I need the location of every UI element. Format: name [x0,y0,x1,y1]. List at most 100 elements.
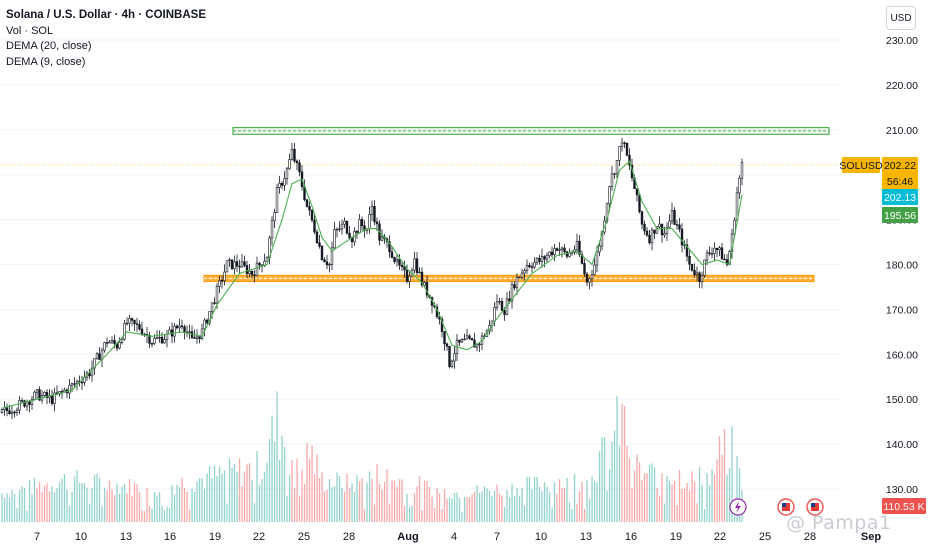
x-tick-label: 13 [580,531,592,543]
volume-bar [36,487,38,522]
candle-body [608,186,611,205]
price-tag-box [882,173,918,189]
volume-bar [293,487,296,522]
volume-bar [23,487,26,522]
candle-body [653,229,656,234]
volume-bar [521,487,523,522]
candles[interactable] [0,137,744,420]
candle-body [475,344,479,348]
candle-body [325,261,329,266]
x-tick-label: 28 [343,531,355,543]
candle-body [640,211,644,225]
symbol-tag-label-box [842,157,880,173]
candle-body [675,224,679,226]
candle-body [208,311,211,324]
volume-bar [351,483,353,522]
price-tag-value: 202.13 [884,192,916,204]
volume-bar [496,484,498,522]
volume-bar [368,471,371,522]
x-tick-label: 10 [75,531,87,543]
candle-body [648,234,651,244]
volume-bar [353,491,356,522]
candle-body [68,384,71,394]
candle-body [50,395,54,404]
volume-bar [111,489,113,522]
candle-body [533,261,536,268]
volume-bar [518,495,521,522]
price-tag-value: 56:46 [887,176,913,188]
x-tick-label: 7 [34,531,40,543]
volume-bar [501,495,503,522]
y-tick-label: 210.00 [886,125,918,137]
candle-body [148,334,151,344]
volume-bar [283,446,286,522]
candle-body [308,206,311,211]
volume-bar [333,486,336,522]
candle-body [535,257,539,263]
candle-body [330,247,334,265]
y-tick-label: 220.00 [886,80,918,92]
volume-bar [113,495,116,522]
volume-bar [118,493,121,522]
candle-body [198,336,201,339]
event-icons[interactable] [729,498,824,516]
volume-bar [6,493,8,522]
legend-dema-20[interactable]: DEMA (20, close) [6,40,92,52]
candle-body [218,280,221,287]
volume-bar [533,476,536,522]
candle-body [43,392,46,396]
volume-bar [656,487,658,522]
volume-bar [698,467,701,522]
legend-volume[interactable]: Vol · SOL [6,24,54,37]
candle-body [613,173,616,175]
candle-body [635,188,639,196]
candle-body [598,245,601,253]
volume-bar [723,428,726,522]
volume-bar [371,478,373,522]
volume-bar [271,415,273,522]
symbol-title[interactable]: Solana / U.S. Dollar · 4h · COINBASE [6,9,207,21]
candle-body [388,241,391,253]
volume-bar [183,487,186,522]
price-tag-box [882,207,918,223]
volume-bar [93,474,96,522]
candle-body [370,206,374,215]
volume-bar [13,493,16,522]
volume-bar [233,464,236,522]
candle-body [188,331,191,333]
volume-bar [218,466,221,522]
volume-bar [166,506,168,522]
legend-dema-9[interactable]: DEMA (9, close) [6,55,86,68]
price-tag-value: 202.22 [884,160,916,172]
candle-body [643,223,646,232]
candle-body [658,223,661,228]
volume-bar [238,458,241,522]
candle-body [698,272,701,283]
volume-bar [468,497,471,522]
price-tag-value: 195.56 [884,210,916,222]
candle-body [530,266,534,268]
candle-body [318,242,321,247]
candle-body [95,353,99,359]
candle-body [160,336,164,344]
volume-bar [616,396,618,522]
volume-bar [223,470,226,522]
candle-body [458,339,461,343]
volume-bar [31,494,33,522]
volume-bar [121,486,123,522]
volume-bar [666,476,668,522]
y-tick-label: 230.00 [886,35,918,47]
volume-bar [301,469,303,522]
horizontal-zones[interactable] [203,126,830,283]
volume-bar [643,473,646,522]
volume-bar [553,482,556,522]
volume-bar [133,483,136,522]
candle-body [110,339,114,343]
currency-button[interactable]: USD [886,6,916,30]
candle-body [588,278,591,283]
volume-bar [431,496,433,522]
candle-body [670,210,674,222]
volume-bar [428,486,431,522]
candle-body [338,228,341,231]
